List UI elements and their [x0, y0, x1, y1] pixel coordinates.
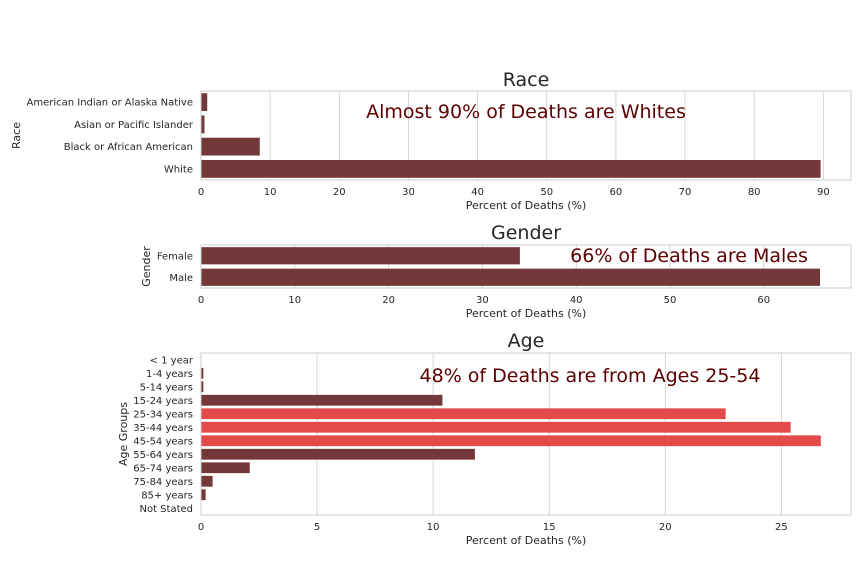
x-tick-label: 10 [264, 187, 277, 198]
x-tick-label: 30 [476, 295, 489, 306]
plot-frame [200, 90, 852, 181]
x-tick-label: 40 [471, 187, 484, 198]
y-tick-label: 35-44 years [133, 423, 193, 434]
x-tick-label: 20 [333, 187, 346, 198]
y-tick-label: < 1 year [150, 355, 194, 366]
bar-65-74-years [201, 462, 250, 474]
chart-panel-race: American Indian or Alaska Native Asian or… [10, 69, 852, 212]
chart-title: Race [503, 69, 550, 91]
y-tick-label: 15-24 years [133, 396, 193, 407]
y-axis-label: Race [10, 122, 23, 149]
y-tick-label: 65-74 years [133, 463, 193, 474]
annotation: 66% of Deaths are Males [570, 245, 808, 267]
x-axis-label: Percent of Deaths (%) [466, 199, 587, 212]
y-tick-label: 55-64 years [133, 450, 193, 461]
x-tick-label: 50 [664, 295, 677, 306]
y-tick-label: 85+ years [141, 490, 193, 501]
bar-15-24-years [201, 394, 443, 406]
bar-5-14-years [201, 381, 204, 393]
x-tick-label: 15 [543, 522, 556, 533]
plot-frame [200, 244, 852, 289]
bar-1-4-years [201, 367, 204, 379]
x-tick-label: 10 [288, 295, 301, 306]
y-tick-label: 75-84 years [133, 477, 193, 488]
bar-55-64-years [201, 448, 475, 460]
bar-85-years [201, 489, 206, 501]
bar-25-34-years [201, 408, 726, 420]
x-tick-label: 0 [198, 187, 204, 198]
y-tick-label: Black or African American [64, 142, 193, 153]
x-tick-label: 50 [540, 187, 553, 198]
bar-35-44-years [201, 421, 791, 433]
y-tick-label: Male [169, 273, 193, 284]
y-tick-label: Not Stated [139, 504, 193, 515]
x-axis-label: Percent of Deaths (%) [466, 307, 587, 320]
y-tick-label: Asian or Pacific Islander [74, 120, 194, 131]
x-tick-label: 60 [757, 295, 770, 306]
bar-asian-or-pacific-islander [201, 115, 205, 134]
y-axis-label: Gender [140, 246, 153, 287]
chart-panel-age: < 1 year 1-4 years 5-14 years 15-24 years 25… [117, 330, 852, 547]
x-tick-label: 20 [382, 295, 395, 306]
bar-black-or-african-american [201, 137, 260, 156]
chart-title: Age [508, 330, 545, 352]
x-tick-label: 60 [610, 187, 623, 198]
x-tick-label: 40 [570, 295, 583, 306]
annotation: Almost 90% of Deaths are Whites [366, 101, 686, 123]
x-tick-label: 25 [775, 522, 788, 533]
chart-title: Gender [491, 222, 561, 244]
bar-female [201, 247, 520, 265]
x-tick-label: 5 [314, 522, 320, 533]
y-tick-label: White [164, 164, 193, 175]
y-tick-label: 1-4 years [146, 369, 193, 380]
x-tick-label: 0 [198, 522, 204, 533]
x-tick-label: 80 [748, 187, 761, 198]
y-axis-label: Age Groups [117, 402, 130, 466]
x-tick-label: 20 [659, 522, 672, 533]
x-tick-label: 10 [427, 522, 440, 533]
x-tick-label: 70 [679, 187, 692, 198]
bar-75-84-years [201, 475, 213, 487]
y-tick-label: Female [157, 251, 193, 262]
bar-white [201, 159, 821, 178]
bar-american-indian-or-alaska-native [201, 93, 208, 112]
y-tick-label: 5-14 years [140, 382, 193, 393]
bar-45-54-years [201, 435, 821, 447]
chart-panel-gender: Female Male 0 10 20 30 40 50 60 Gender Percent of … [140, 222, 852, 320]
annotation: 48% of Deaths are from Ages 25-54 [420, 365, 761, 387]
y-tick-label: 45-54 years [133, 436, 193, 447]
y-tick-label: American Indian or Alaska Native [27, 98, 194, 109]
x-tick-label: 90 [817, 187, 830, 198]
bar-male [201, 268, 821, 286]
x-tick-label: 0 [198, 295, 204, 306]
plot-frame [200, 352, 852, 516]
x-axis-label: Percent of Deaths (%) [466, 534, 587, 547]
x-tick-label: 30 [402, 187, 415, 198]
y-tick-label: 25-34 years [133, 409, 193, 420]
